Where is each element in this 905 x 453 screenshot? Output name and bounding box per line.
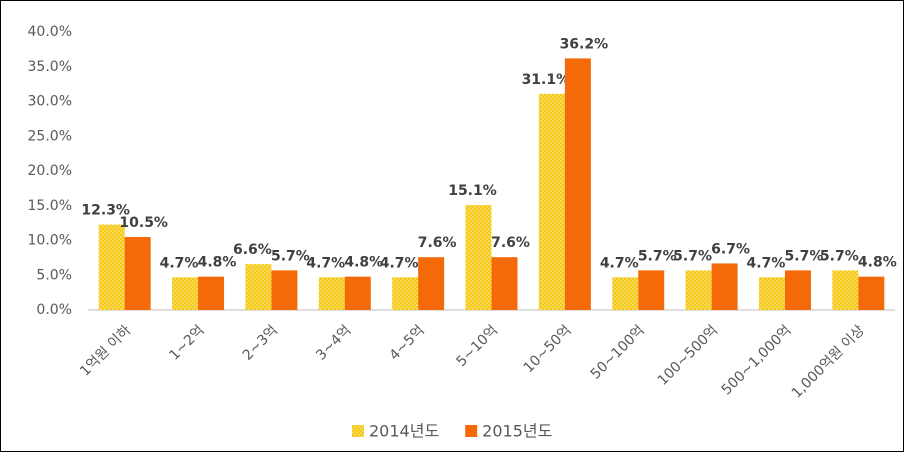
value-label: 7.6% — [418, 235, 457, 251]
y-tick-label: 15.0% — [28, 198, 72, 214]
value-label: 6.7% — [711, 241, 750, 257]
value-label: 31.1% — [522, 72, 571, 88]
bar — [245, 264, 272, 310]
bar — [612, 277, 639, 310]
y-tick-label: 35.0% — [28, 59, 72, 75]
legend-swatch — [465, 425, 478, 437]
value-label: 5.7% — [673, 248, 712, 264]
x-tick-label: 3~4억 — [313, 322, 354, 363]
value-label: 6.6% — [233, 242, 272, 258]
value-label: 12.3% — [81, 203, 130, 219]
value-label: 7.6% — [491, 235, 530, 251]
bar — [685, 270, 712, 310]
bar — [784, 270, 811, 310]
x-tick-label: 2~3억 — [240, 322, 281, 363]
bar — [538, 93, 565, 310]
y-tick-label: 40.0% — [28, 24, 72, 40]
y-tick-label: 5.0% — [36, 267, 72, 283]
value-label: 4.8% — [344, 255, 383, 271]
value-label: 4.8% — [198, 255, 237, 271]
value-label: 15.1% — [448, 183, 497, 199]
x-tick-label: 1,000억원 이상 — [789, 322, 868, 401]
value-label: 4.7% — [380, 255, 419, 271]
x-tick-label: 10~50억 — [521, 322, 575, 376]
value-label: 5.7% — [785, 248, 824, 264]
bar — [638, 270, 665, 310]
bar — [318, 277, 345, 310]
y-tick-label: 25.0% — [28, 128, 72, 144]
bar — [858, 276, 885, 310]
x-tick-label: 100~500억 — [655, 322, 722, 389]
bar — [172, 277, 199, 310]
bar — [418, 257, 445, 310]
bar — [344, 276, 371, 310]
x-tick-label: 5~10억 — [454, 322, 502, 370]
value-label: 36.2% — [560, 36, 609, 52]
x-tick-label: 50~100억 — [588, 322, 648, 382]
bar — [98, 224, 125, 310]
y-tick-label: 30.0% — [28, 94, 72, 110]
x-tick-label: 500~1,000억 — [719, 322, 795, 398]
y-tick-label: 20.0% — [28, 163, 72, 179]
value-label: 4.7% — [600, 255, 639, 271]
bar — [465, 205, 492, 310]
value-label: 4.7% — [306, 255, 345, 271]
value-label: 5.7% — [820, 248, 859, 264]
bar — [124, 237, 151, 310]
bar — [564, 58, 591, 310]
bar — [758, 277, 785, 310]
bar — [392, 277, 419, 310]
x-tick-label: 4~5억 — [386, 322, 427, 363]
value-label: 5.7% — [271, 248, 310, 264]
bar — [198, 276, 225, 310]
bar — [271, 270, 298, 310]
y-tick-label: 10.0% — [28, 233, 72, 249]
value-label: 4.7% — [747, 255, 786, 271]
value-label: 4.7% — [160, 255, 199, 271]
x-tick-label: 1억원 이하 — [77, 322, 134, 379]
value-label: 5.7% — [638, 248, 677, 264]
x-tick-label: 1~2억 — [166, 322, 207, 363]
value-label: 4.8% — [858, 255, 897, 271]
bar — [832, 270, 859, 310]
legend-swatch — [352, 425, 364, 437]
value-label: 10.5% — [119, 215, 168, 231]
y-tick-label: 0.0% — [36, 302, 72, 318]
bar — [491, 257, 518, 310]
bar — [711, 263, 738, 310]
legend-label: 2015년도 — [482, 422, 552, 441]
legend-label: 2014년도 — [369, 422, 439, 441]
